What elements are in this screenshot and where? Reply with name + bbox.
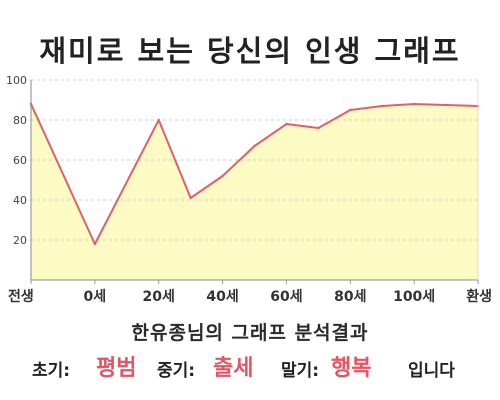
- analysis-result: 초기: 평범 중기: 출세 말기: 행복 입니다: [0, 346, 500, 386]
- data-point: [253, 144, 256, 148]
- late-label: 말기:: [281, 361, 320, 381]
- x-tick-label: 환생: [466, 288, 492, 305]
- x-tick-label: 20세: [143, 289, 175, 305]
- result-ending: 입니다: [408, 361, 455, 381]
- x-tick-label: 60세: [270, 289, 302, 305]
- page-title: 재미로 보는 당신의 인생 그래프: [39, 34, 461, 68]
- x-tick-label: 0세: [84, 289, 107, 305]
- data-point: [381, 104, 384, 108]
- x-tick-label: 80세: [334, 289, 366, 305]
- y-tick-label: 100: [6, 74, 27, 87]
- late-value: 행복: [331, 356, 372, 381]
- data-point: [285, 122, 288, 126]
- early-label: 초기:: [32, 361, 71, 381]
- data-point: [189, 196, 192, 200]
- x-tick-label: 전생: [8, 288, 34, 305]
- x-tick-label: 40세: [206, 289, 238, 305]
- y-tick-label: 80: [13, 114, 27, 127]
- middle-value: 출세: [213, 356, 254, 381]
- data-point: [412, 102, 416, 106]
- y-tick-label: 40: [13, 194, 27, 207]
- analysis-subtitle: 한유종님의 그래프 분석결과: [131, 322, 369, 344]
- x-tick-label: 100세: [393, 289, 435, 305]
- area-fill: [31, 104, 478, 280]
- data-point: [221, 174, 224, 178]
- data-point: [317, 126, 320, 130]
- data-point: [444, 103, 448, 107]
- early-value: 평범: [96, 356, 137, 381]
- data-point: [157, 118, 160, 122]
- data-point: [93, 242, 97, 246]
- data-point: [349, 108, 352, 112]
- middle-label: 중기:: [157, 361, 196, 381]
- y-tick-label: 20: [13, 234, 27, 247]
- y-tick-label: 60: [13, 154, 27, 167]
